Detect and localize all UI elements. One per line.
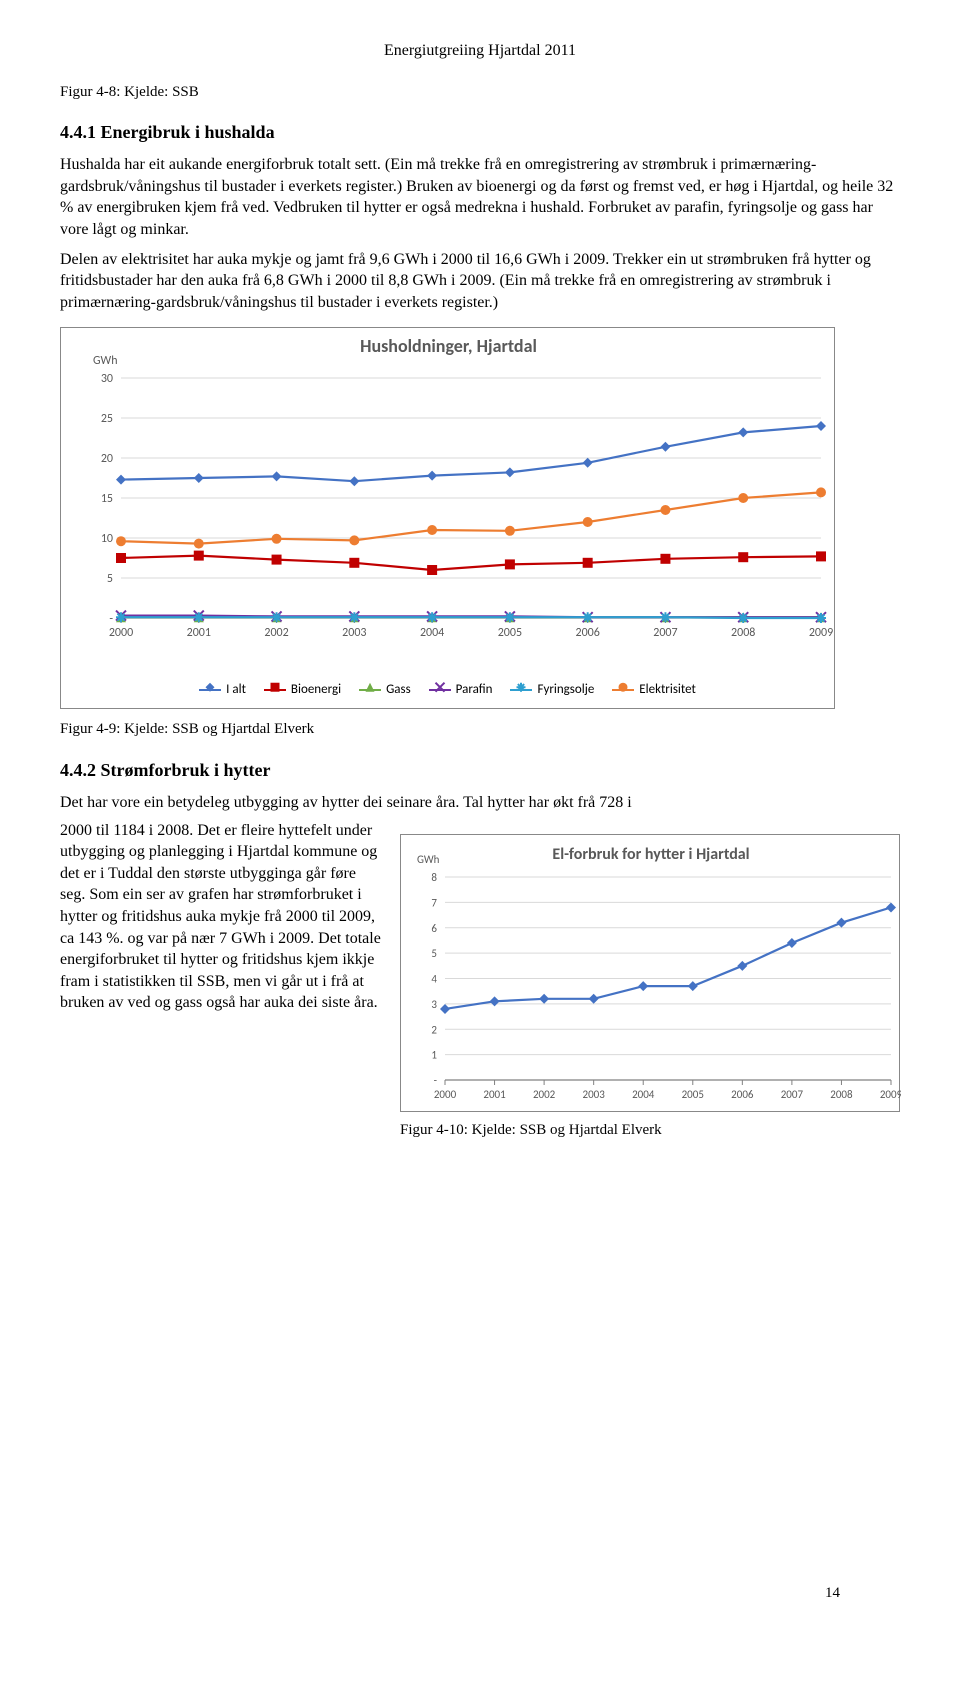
legend-item: Bioenergi [264,681,341,699]
section-4-4-1-heading: 4.4.1 Energibruk i hushalda [60,120,900,144]
svg-text:2005: 2005 [498,626,522,640]
svg-text:Husholdninger, Hjartdal: Husholdninger, Hjartdal [360,335,537,357]
svg-text:2000: 2000 [434,1088,457,1101]
svg-text:2002: 2002 [264,626,288,640]
section-4-4-2-line1: Det har vore ein betydeleg utbygging av … [60,792,900,814]
svg-text:-: - [434,1074,437,1087]
section-4-4-2-heading: 4.4.2 Strømforbruk i hytter [60,758,900,782]
svg-text:4: 4 [431,972,437,985]
chart-hytter-svg: El-forbruk for hytter i Hjartdal - 1 2 3 4 5 6 7… [401,835,901,1105]
svg-text:GWh: GWh [93,354,118,368]
section-4-4-1-paragraph-1: Hushalda har eit aukande energiforbruk t… [60,154,900,240]
svg-text:6: 6 [431,921,437,934]
legend-item: I alt [199,681,246,699]
svg-text:30: 30 [101,372,113,386]
legend-item: Fyringsolje [510,681,594,699]
chart-husholdninger-svg: Husholdninger, Hjartdal - 5 10 15 20 25 30 GWh 20… [61,328,836,668]
svg-text:2002: 2002 [533,1088,556,1101]
svg-text:2001: 2001 [187,626,211,640]
svg-text:2003: 2003 [583,1088,606,1101]
section-4-4-2-left-text: 2000 til 1184 i 2008. Det er fleire hytt… [60,820,384,1014]
svg-text:2008: 2008 [830,1088,853,1101]
svg-text:2007: 2007 [781,1088,804,1101]
svg-text:1: 1 [431,1048,437,1061]
svg-text:2006: 2006 [731,1088,754,1101]
figure-4-8-caption: Figur 4-8: Kjelde: SSB [60,82,900,102]
chart-husholdninger: Husholdninger, Hjartdal - 5 10 15 20 25 30 GWh 20… [60,327,835,709]
svg-text:2001: 2001 [483,1088,506,1101]
svg-text:2006: 2006 [576,626,600,640]
svg-text:2007: 2007 [653,626,677,640]
svg-text:8: 8 [431,871,437,884]
svg-text:10: 10 [101,532,113,546]
chart-husholdninger-legend: I alt Bioenergi Gass Parafin Fyringsolje Elek… [61,675,834,709]
svg-text:2008: 2008 [731,626,755,640]
svg-text:3: 3 [431,997,437,1010]
svg-text:15: 15 [101,492,113,506]
section-4-4-1-paragraph-2: Delen av elektrisitet har auka mykje og … [60,249,900,314]
legend-item: Elektrisitet [612,681,696,699]
svg-text:2004: 2004 [420,626,444,640]
svg-text:El-forbruk for hytter i Hjartd: El-forbruk for hytter i Hjartdal [552,845,749,864]
svg-text:2005: 2005 [682,1088,704,1101]
svg-text:2009: 2009 [880,1088,901,1101]
svg-text:7: 7 [431,896,437,909]
svg-text:-: - [109,612,113,626]
svg-text:25: 25 [101,412,113,426]
svg-text:2004: 2004 [632,1088,655,1101]
svg-text:5: 5 [107,572,113,586]
svg-text:2003: 2003 [342,626,366,640]
svg-text:GWh: GWh [417,853,440,866]
chart-hytter: El-forbruk for hytter i Hjartdal - 1 2 3 4 5 6 7… [400,834,900,1113]
legend-item: Gass [359,681,411,699]
svg-text:2: 2 [431,1023,437,1036]
document-header: Energiutgreiing Hjartdal 2011 [60,40,900,62]
page-number: 14 [825,1583,840,1603]
figure-4-10-caption: Figur 4-10: Kjelde: SSB og Hjartdal Elve… [400,1120,900,1140]
svg-text:2009: 2009 [809,626,833,640]
legend-item: Parafin [429,681,493,699]
svg-text:5: 5 [431,947,437,960]
svg-text:20: 20 [101,452,113,466]
svg-text:2000: 2000 [109,626,133,640]
figure-4-9-caption: Figur 4-9: Kjelde: SSB og Hjartdal Elver… [60,719,900,739]
